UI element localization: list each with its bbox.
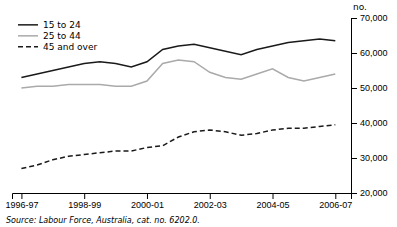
y-tick: 40,000 xyxy=(351,118,388,128)
legend-item: 15 to 24 xyxy=(18,20,81,30)
legend-item: 25 to 44 xyxy=(18,31,81,41)
y-tick-mark xyxy=(351,158,357,159)
x-tick-label: 2002-03 xyxy=(194,200,227,210)
legend-swatch xyxy=(18,46,38,48)
x-tick-mark xyxy=(210,193,211,199)
legend: 15 to 2425 to 4445 and over xyxy=(18,20,97,52)
y-tick-label: 40,000 xyxy=(360,118,388,128)
legend-label: 25 to 44 xyxy=(43,31,81,41)
y-tick: 70,000 xyxy=(351,13,388,23)
y-tick: 60,000 xyxy=(351,48,388,58)
y-tick-mark xyxy=(351,18,357,19)
x-tick-mark xyxy=(273,193,274,199)
legend-swatch xyxy=(18,24,38,26)
x-tick-label: 1996-97 xyxy=(5,200,38,210)
y-tick-mark xyxy=(351,88,357,89)
source-note: Source: Labour Force, Australia, cat. no… xyxy=(6,216,200,225)
y-tick-mark xyxy=(351,123,357,124)
x-tick: 2002-03 xyxy=(194,193,227,210)
series-line xyxy=(21,39,335,78)
y-tick-label: 30,000 xyxy=(360,153,388,163)
x-tick-mark xyxy=(147,193,148,199)
y-tick: 30,000 xyxy=(351,153,388,163)
y-axis: 20,000 30,000 40,000 50,000 60,000 70,000 xyxy=(351,13,388,198)
x-tick: 2004-05 xyxy=(257,193,290,210)
y-tick-mark xyxy=(351,193,357,194)
y-tick: 20,000 xyxy=(351,188,388,198)
x-axis: 1996-97 1998-99 2000-01 2002-03 2004-05 2006-… xyxy=(5,193,352,210)
y-tick-label: 60,000 xyxy=(360,48,388,58)
y-tick-mark xyxy=(351,53,357,54)
series-line xyxy=(21,60,335,88)
y-tick: 50,000 xyxy=(351,83,388,93)
y-tick-label: 20,000 xyxy=(360,188,388,198)
x-tick-label: 2006-07 xyxy=(319,200,352,210)
x-tick: 2000-01 xyxy=(131,193,164,210)
y-tick-label: 70,000 xyxy=(360,13,388,23)
plot-area xyxy=(21,39,335,169)
x-tick: 1996-97 xyxy=(5,193,38,210)
x-tick: 2006-07 xyxy=(319,193,352,210)
y-tick-label: 50,000 xyxy=(360,83,388,93)
x-axis-line xyxy=(13,194,352,200)
x-tick-mark xyxy=(335,193,336,199)
x-tick: 1998-99 xyxy=(68,193,101,210)
series-line xyxy=(21,125,335,169)
x-tick-mark xyxy=(21,193,22,199)
legend-swatch xyxy=(18,35,38,37)
x-tick-mark xyxy=(84,193,85,199)
x-tick-label: 2000-01 xyxy=(131,200,164,210)
y-axis-title: no. xyxy=(353,2,367,12)
y-axis-line xyxy=(352,19,358,194)
legend-item: 45 and over xyxy=(18,42,97,52)
x-tick-label: 1998-99 xyxy=(68,200,101,210)
legend-label: 45 and over xyxy=(43,42,97,52)
legend-label: 15 to 24 xyxy=(43,20,81,30)
x-tick-label: 2004-05 xyxy=(257,200,290,210)
chart: 1996-97 1998-99 2000-01 2002-03 2004-05 2006-… xyxy=(0,0,397,227)
